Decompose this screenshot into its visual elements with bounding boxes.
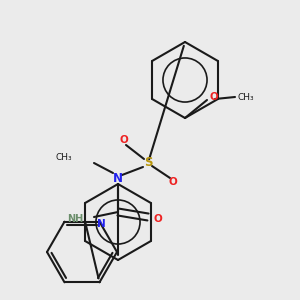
Text: CH₃: CH₃ — [56, 152, 72, 161]
Text: CH₃: CH₃ — [237, 92, 253, 101]
Text: NH: NH — [67, 214, 83, 224]
Text: O: O — [120, 135, 128, 145]
Text: S: S — [144, 157, 152, 169]
Text: O: O — [154, 214, 162, 224]
Text: N: N — [113, 172, 123, 184]
Text: O: O — [209, 92, 218, 102]
Text: N: N — [97, 219, 106, 229]
Text: O: O — [169, 177, 177, 187]
